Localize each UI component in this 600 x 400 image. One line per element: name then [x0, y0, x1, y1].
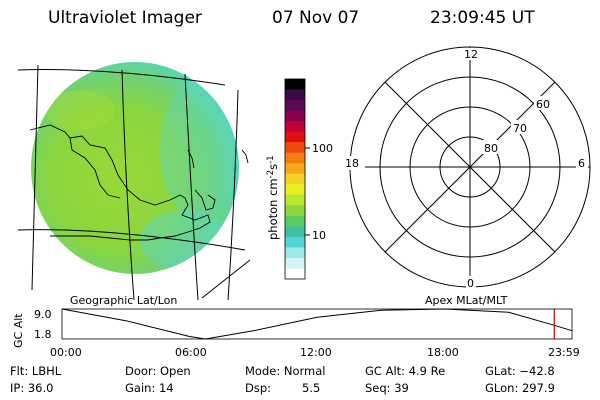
colorbar-segment	[285, 89, 305, 101]
time-label: 23:09:45 UT	[430, 8, 535, 28]
colorbar-segment	[285, 79, 305, 91]
colorbar-label-100: 100	[312, 142, 333, 155]
date-label: 07 Nov 07	[272, 8, 360, 28]
gc-alt-info: GC Alt: 4.9 Re	[365, 364, 446, 378]
geographic-image-panel	[17, 62, 251, 301]
colorbar-segment	[285, 163, 305, 175]
mlat-label-80: 80	[484, 142, 498, 155]
glat-info: GLat: −42.8	[485, 364, 555, 378]
colorbar: 100 10 photon cm-2s-1	[266, 78, 333, 280]
image-speckle	[45, 80, 239, 270]
ip-info: IP: 36.0	[10, 381, 54, 395]
xtick-2359: 23:59	[548, 346, 580, 359]
colorbar-segment	[285, 110, 305, 122]
colorbar-segment	[285, 131, 305, 143]
filter-info: Flt: LBHL	[10, 364, 62, 378]
colorbar-segment	[285, 184, 305, 196]
altitude-plot-frame	[61, 308, 573, 340]
xtick-1200: 12:00	[300, 346, 332, 359]
altitude-ytick-bottom: 1.8	[34, 328, 52, 341]
mode-info: Mode: Normal	[245, 364, 326, 378]
colorbar-title: photon cm-2s-1	[266, 155, 280, 240]
colorbar-label-10: 10	[312, 229, 326, 242]
xtick-1800: 18:00	[427, 346, 459, 359]
coastline	[29, 124, 249, 241]
altitude-chart: GC Alt 9.0 1.8	[12, 308, 573, 348]
colorbar-segment	[285, 257, 305, 269]
colorbar-segment	[285, 152, 305, 164]
polar-diagonal-b	[384, 81, 556, 253]
glon-info: GLon: 297.9	[485, 381, 555, 395]
xtick-0000: 00:00	[50, 346, 82, 359]
altitude-series-line	[61, 308, 573, 340]
mlt-label-12: 12	[464, 48, 478, 61]
colorbar-segment	[285, 142, 305, 154]
mlat-label-70: 70	[513, 122, 527, 135]
instrument-title: Ultraviolet Imager	[48, 8, 202, 28]
colorbar-segment	[285, 173, 305, 185]
door-info: Door: Open	[125, 364, 191, 378]
colorbar-segment	[285, 121, 305, 133]
geo-panel-label: Geographic Lat/Lon	[70, 294, 178, 307]
colorbar-segment	[285, 100, 305, 112]
lat-lon-grid	[17, 64, 251, 301]
mlt-label-18: 18	[345, 157, 359, 170]
polar-panel-label: Apex MLat/MLT	[425, 294, 508, 307]
colorbar-segment	[285, 247, 305, 259]
colorbar-segment	[285, 268, 305, 280]
dsp-value: 5.5	[302, 381, 321, 395]
colorbar-segment	[285, 194, 305, 206]
gain-info: Gain: 14	[125, 381, 174, 395]
colorbar-segment	[285, 215, 305, 227]
mlat-label-60: 60	[536, 98, 550, 111]
dsp-label: Dsp:	[245, 381, 272, 395]
colorbar-segment	[285, 226, 305, 238]
colorbar-segment	[285, 236, 305, 248]
mlt-label-0: 0	[467, 277, 474, 290]
mlt-label-6: 6	[578, 157, 585, 170]
altitude-ytick-top: 9.0	[34, 308, 52, 321]
colorbar-segment	[285, 205, 305, 217]
xtick-0600: 06:00	[175, 346, 207, 359]
polar-mlat-mlt-panel: 12 18 6 0 60 70 80	[343, 46, 591, 290]
seq-info: Seq: 39	[365, 381, 409, 395]
altitude-ylabel: GC Alt	[12, 313, 25, 348]
